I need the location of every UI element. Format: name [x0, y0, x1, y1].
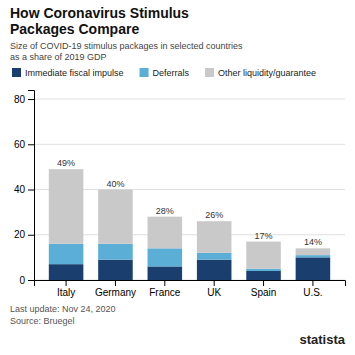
bar — [98, 190, 133, 244]
x-tick: Germany — [95, 280, 136, 298]
bar — [246, 242, 281, 269]
bar-series — [49, 169, 330, 269]
legend-label: Deferrals — [153, 68, 190, 78]
y-tick-label: 0 — [19, 275, 25, 286]
legend-item: Other liquidity/guarantee — [205, 68, 316, 78]
bar — [148, 248, 183, 266]
x-tick-mark — [263, 280, 264, 286]
x-tick-mark — [66, 280, 67, 286]
legend-swatch — [205, 68, 214, 77]
y-axis: 0 20 40 60 80 — [14, 91, 35, 286]
bar — [148, 266, 183, 280]
bar — [296, 255, 331, 257]
x-tick-label: UK — [207, 287, 221, 298]
title-line: How Coronavirus Stimulus — [10, 5, 189, 21]
x-tick-label: Italy — [57, 287, 75, 298]
x-tick: Italy — [57, 280, 75, 298]
grid-line — [34, 144, 345, 145]
legend-label: Immediate fiscal impulse — [25, 68, 124, 78]
total-label: 17% — [255, 231, 273, 241]
total-label: 14% — [304, 237, 322, 247]
title-line: Packages Compare — [10, 21, 139, 37]
y-tick-mark — [28, 99, 34, 100]
bar — [49, 244, 84, 264]
legend-swatch — [12, 68, 21, 77]
bar — [246, 269, 281, 271]
legend-swatch — [140, 68, 149, 77]
x-tick-label: Germany — [95, 287, 136, 298]
y-tick: 0 — [19, 275, 34, 286]
y-tick: 40 — [14, 184, 34, 195]
x-tick-mark — [214, 280, 215, 286]
bar — [296, 257, 331, 280]
total-label: 49% — [57, 158, 75, 168]
bar — [98, 260, 133, 280]
y-tick-label: 40 — [14, 184, 26, 195]
total-labels: 49% 40% 28% 26% 17% 14% — [57, 158, 322, 247]
bar — [197, 260, 232, 280]
bar-series — [49, 257, 330, 280]
x-tick: Spain — [251, 280, 277, 298]
x-axis-line — [35, 281, 346, 287]
y-axis-line — [28, 91, 35, 281]
x-tick-mark — [164, 280, 165, 286]
footnote-line: Source: Bruegel — [10, 316, 75, 326]
y-tick: 80 — [14, 94, 34, 105]
bar — [49, 169, 84, 244]
y-tick-mark — [28, 280, 34, 281]
footnote-line: Last update: Nov 24, 2020 — [10, 304, 116, 314]
bar — [197, 253, 232, 260]
chart-root: How Coronavirus StimulusPackages Compare… — [0, 0, 355, 355]
y-tick-label: 60 — [14, 139, 26, 150]
legend: Immediate fiscal impulse Deferrals Other l… — [12, 68, 316, 78]
bar — [246, 271, 281, 280]
grid-line — [34, 99, 345, 100]
legend-label: Other liquidity/guarantee — [218, 68, 316, 78]
x-tick: France — [149, 280, 181, 298]
y-tick-label: 80 — [14, 94, 26, 105]
bars — [49, 169, 330, 280]
subtitle-line: Size of COVID-19 stimulus packages in se… — [10, 41, 243, 51]
bar — [98, 244, 133, 260]
x-tick-label: France — [149, 287, 181, 298]
y-tick-mark — [28, 190, 34, 191]
title: How Coronavirus StimulusPackages Compare — [10, 5, 189, 37]
y-tick-mark — [28, 235, 34, 236]
legend-item: Immediate fiscal impulse — [12, 68, 124, 78]
subtitle-line: as a share of 2019 GDP — [10, 52, 107, 62]
bar — [148, 217, 183, 249]
bar-series — [49, 244, 330, 271]
x-tick: UK — [207, 280, 221, 298]
x-tick-label: U.S. — [303, 287, 322, 298]
y-tick-mark — [28, 144, 34, 145]
x-axis: Italy Germany France UK Spain U.S. — [35, 280, 346, 298]
total-label: 28% — [156, 206, 174, 216]
grid — [34, 99, 345, 280]
legend-item: Deferrals — [140, 68, 190, 78]
footnote: Last update: Nov 24, 2020 Source: Bruegel — [10, 304, 116, 326]
x-tick: U.S. — [303, 280, 322, 298]
total-label: 26% — [205, 210, 223, 220]
branding: statista — [299, 332, 345, 347]
bar — [296, 248, 331, 255]
x-tick-mark — [115, 280, 116, 286]
subtitle: Size of COVID-19 stimulus packages in se… — [10, 41, 243, 62]
y-tick-label: 20 — [14, 229, 26, 240]
y-tick: 20 — [14, 229, 34, 240]
bar — [197, 221, 232, 253]
annotations: Last update: Nov 24, 2020 Source: Bruegel… — [10, 304, 346, 347]
bar — [49, 264, 84, 280]
total-label: 40% — [106, 179, 124, 189]
x-tick-label: Spain — [251, 287, 277, 298]
y-tick: 60 — [14, 139, 34, 150]
x-tick-mark — [312, 280, 313, 286]
